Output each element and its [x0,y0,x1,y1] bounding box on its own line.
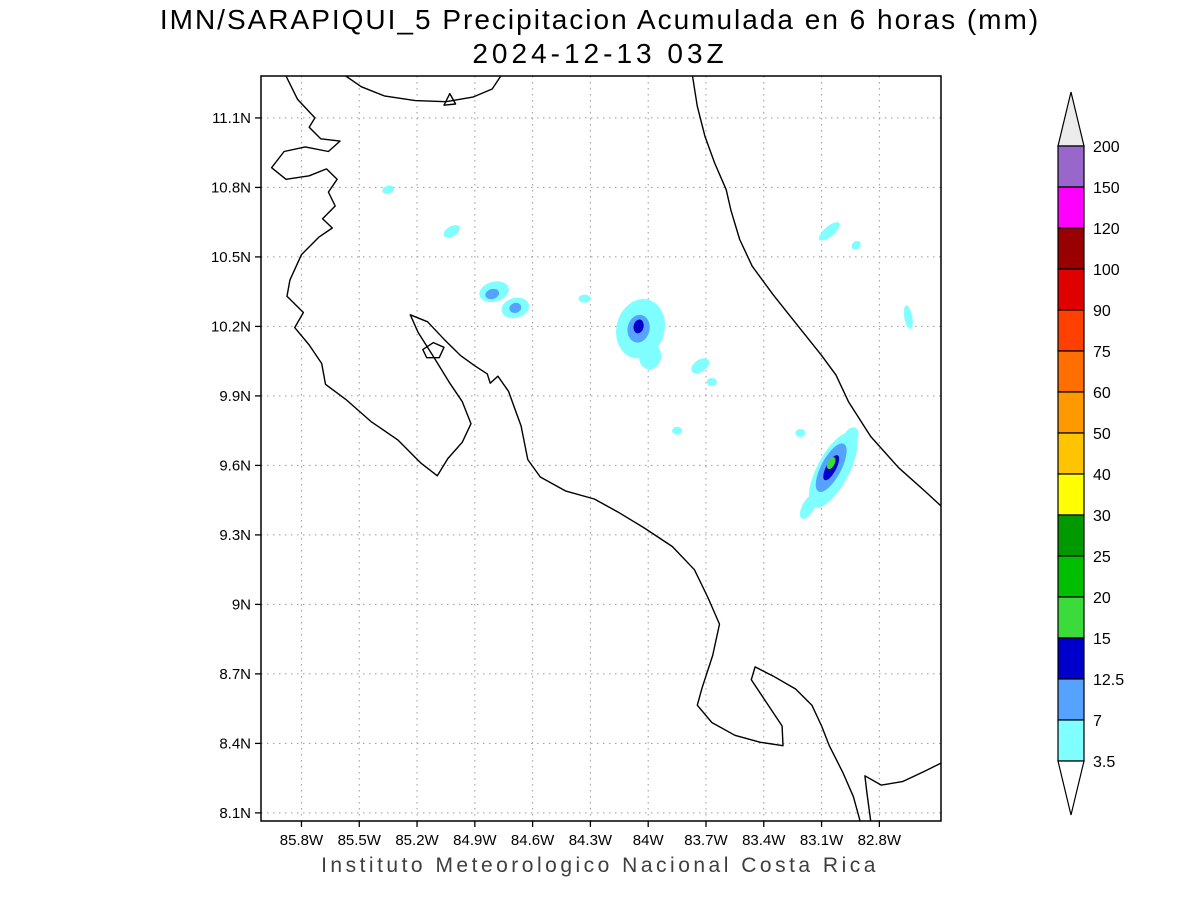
lon-tick-label: 84.3W [569,832,613,849]
coastline-path [864,762,941,821]
colorbar-label: 120 [1093,221,1120,238]
colorbar-label: 30 [1093,508,1111,525]
lat-tick-label: 9.9N [219,388,251,405]
colorbar-label: 100 [1093,262,1120,279]
precip-cell-7-12.5 [485,288,500,300]
precip-cell-3.5-7 [706,378,717,386]
precip-cell-3.5-7 [851,240,861,250]
colorbar: 200 150 120 100 90 75 60 50 40 30 25 20 15 12.5 7 3.5 [1057,91,1124,816]
colorbar-label: 20 [1093,590,1111,607]
precip-cell-3.5-7 [639,343,662,370]
colorbar-segment [1057,350,1085,393]
chart-title-line2: 2024-12-13 03Z [472,38,728,69]
precip-cell-3.5-7 [795,429,806,437]
lat-tick-label: 8.1N [219,805,251,822]
colorbar-segment [1057,555,1085,598]
lat-tick-label: 8.7N [219,666,251,683]
colorbar-label: 200 [1093,139,1120,156]
colorbar-segment [1057,596,1085,639]
chart-title: IMN/SARAPIQUI_5 Precipitacion Acumulada … [0,4,1200,70]
precip-cell-3.5-7 [382,185,394,194]
lon-tick-label: 83.4W [742,832,786,849]
lon-tick-label: 84.9W [453,832,497,849]
colorbar-segment [1057,432,1085,475]
island-path [443,92,457,106]
precip-cell-3.5-7 [443,225,460,238]
colorbar-arrow-up [1057,91,1085,147]
lat-axis: 11.1N 10.8N 10.5N 10.2N 9.9N 9.6N 9.3N 9N 8.7N 8.… [211,110,261,822]
colorbar-label: 40 [1093,467,1111,484]
colorbar-label: 150 [1093,180,1120,197]
lon-tick-label: 83.1W [800,832,844,849]
precip-cell-3.5-7 [578,294,591,303]
colorbar-label: 60 [1093,385,1111,402]
lat-tick-label: 9N [232,596,251,613]
lat-tick-label: 10.8N [211,179,251,196]
lon-tick-label: 85.8W [280,832,324,849]
lon-tick-label: 84.6W [511,832,555,849]
colorbar-label: 3.5 [1093,754,1115,771]
lat-tick-label: 11.1N [212,110,251,127]
precip-cell-3.5-7 [800,495,817,519]
lat-tick-label: 10.2N [211,318,251,335]
lat-tick-label: 8.4N [219,735,251,752]
colorbar-label: 7 [1093,713,1102,730]
attribution-text: Instituto Meteorologico Nacional Costa R… [321,854,879,877]
lon-tick-label: 82.8W [858,832,902,849]
precip-cell-3.5-7 [691,358,710,374]
colorbar-label: 75 [1093,344,1111,361]
colorbar-segment [1057,637,1085,680]
colorbar-label: 15 [1093,631,1111,648]
plot-frame [260,75,942,822]
precip-cell-12.5-15 [633,319,644,334]
precip-cell-3.5-7 [903,305,913,330]
lon-tick-label: 83.7W [684,832,728,849]
precip-cell-7-12.5 [509,302,522,313]
precip-cell-3.5-7 [818,222,840,241]
coastline-path [691,76,941,507]
lon-axis: 85.8W 85.5W 85.2W 84.9W 84.6W 84.3W 84W 83.7W 83… [280,821,902,849]
colorbar-segment [1057,268,1085,311]
colorbar-segment [1057,309,1085,352]
precip-cell-3.5-7 [672,426,683,435]
coastline-path [270,76,861,821]
chart-title-line1: IMN/SARAPIQUI_5 Precipitacion Acumulada … [159,4,1041,35]
grid-lines [261,76,941,821]
colorbar-segment [1057,473,1085,516]
coastline-path [345,76,502,103]
coastlines [270,76,941,821]
colorbar-arrow-down [1057,760,1085,816]
precip-cell-15-20 [826,457,836,470]
precipitation-cells [382,185,913,519]
lat-tick-label: 10.5N [211,249,251,266]
colorbar-segment [1057,719,1085,762]
colorbar-label: 12.5 [1093,672,1124,689]
lon-tick-label: 85.5W [338,832,382,849]
colorbar-segment [1057,678,1085,721]
lon-tick-label: 84W [633,832,665,849]
lat-tick-label: 9.6N [219,457,251,474]
colorbar-segment [1057,186,1085,229]
colorbar-label: 90 [1093,303,1111,320]
lat-tick-label: 9.3N [219,527,251,544]
island-path [422,341,445,359]
colorbar-label: 25 [1093,549,1111,566]
colorbar-segment [1057,145,1085,188]
colorbar-label: 50 [1093,426,1111,443]
colorbar-segment [1057,227,1085,270]
colorbar-segment [1057,391,1085,434]
colorbar-segment [1057,514,1085,557]
lon-tick-label: 85.2W [395,832,439,849]
precip-cell-3.5-7 [842,427,859,448]
